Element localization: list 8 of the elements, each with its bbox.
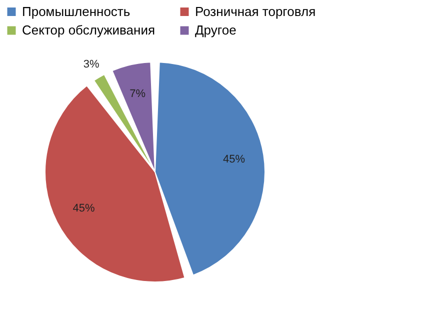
legend-label: Другое [195,22,236,38]
legend-label: Промышленность [22,4,130,19]
data-label: 7% [130,88,146,100]
legend-label: Розничная торговля [195,4,316,19]
data-label: 45% [223,153,246,166]
data-label: 45% [72,202,95,214]
data-label: 3% [83,58,100,70]
legend-label: Сектор обслуживания [22,22,156,38]
